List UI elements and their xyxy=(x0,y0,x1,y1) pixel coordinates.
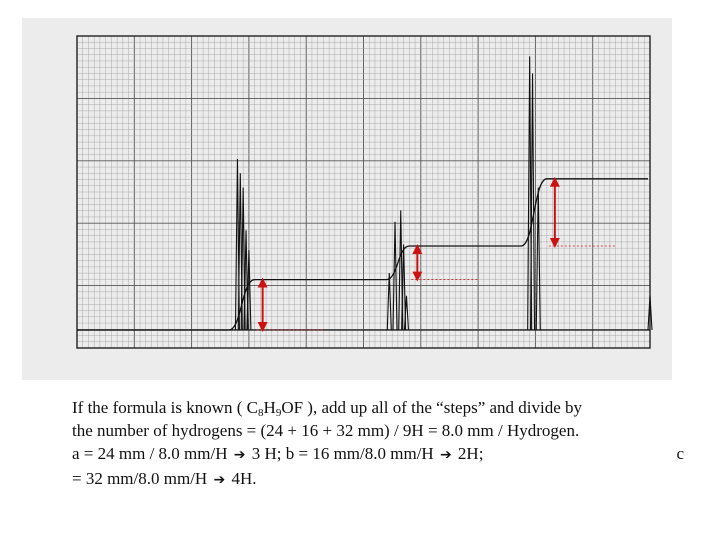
caption-line-3: a = 24 mm / 8.0 mm/H ➔ 3 H; b = 16 mm/8.… xyxy=(72,442,684,467)
calc-c-pre: = 32 mm/8.0 mm/H xyxy=(72,469,208,488)
calc-a-pre: a = 24 mm / 8.0 mm/H xyxy=(72,444,228,463)
caption-text: If the formula is known ( C8H9OF ), add … xyxy=(72,396,684,492)
spectrum-peak xyxy=(392,221,398,331)
spectrum-peak xyxy=(647,295,653,331)
spectrum-peak xyxy=(246,250,252,331)
spectrum-peak xyxy=(386,272,392,331)
caption-formula-intro: If the formula is known ( C xyxy=(72,398,259,417)
chart-grid xyxy=(76,35,651,349)
calc-b-post: 2H; xyxy=(457,444,484,463)
calc-c-label: c xyxy=(676,444,684,463)
calc-c-post: 4H. xyxy=(231,469,257,488)
formula-h: H xyxy=(263,398,276,417)
spectrum-peak xyxy=(529,73,536,331)
caption-line-1: If the formula is known ( C8H9OF ), add … xyxy=(72,396,684,419)
calc-a-post: 3 H; b = 16 mm/8.0 mm/H xyxy=(251,444,434,463)
caption-line-4: = 32 mm/8.0 mm/H ➔ 4H. xyxy=(72,467,684,492)
caption-formula-rest: OF ), add up all of the “steps” and divi… xyxy=(281,398,583,417)
right-arrow-icon: ➔ xyxy=(439,447,452,463)
formula-subscript-h: 9 xyxy=(275,407,282,419)
spectrum-peak xyxy=(401,244,407,331)
chart-border xyxy=(76,35,651,349)
right-arrow-icon: ➔ xyxy=(233,447,246,463)
formula-subscript-c: 8 xyxy=(258,407,264,419)
spectrum-trace xyxy=(77,56,653,331)
nmr-spectrum-chart xyxy=(22,18,672,380)
chart-frame xyxy=(76,35,651,349)
step-height-arrows xyxy=(256,176,615,332)
chart-paper xyxy=(22,18,672,380)
caption-ab-calc: a = 24 mm / 8.0 mm/H ➔ 3 H; b = 16 mm/8.… xyxy=(72,442,483,467)
right-arrow-icon: ➔ xyxy=(213,472,226,488)
spectrum-peak xyxy=(535,187,541,331)
caption-line-2: the number of hydrogens = (24 + 16 + 32 … xyxy=(72,421,580,440)
spectrum-peak xyxy=(403,295,410,331)
